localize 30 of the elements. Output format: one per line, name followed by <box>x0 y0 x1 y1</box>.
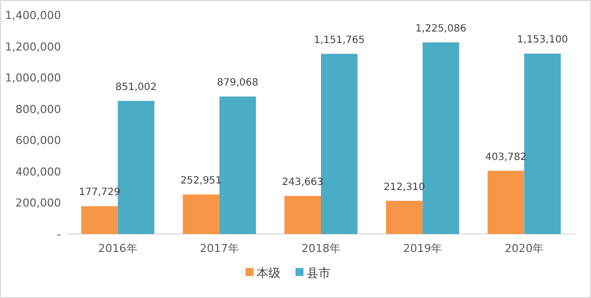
data-label: 1,151,765 <box>314 34 365 46</box>
y-tick-label: - <box>57 228 62 241</box>
bar <box>488 170 524 234</box>
x-tick-label: 2019年 <box>403 242 442 255</box>
bar <box>422 42 460 234</box>
bar <box>284 196 321 234</box>
y-tick-label: 400,000 <box>16 165 61 178</box>
x-tick-label: 2018年 <box>302 242 340 255</box>
y-tick-label: 200,000 <box>16 196 61 210</box>
x-tick-label: 2016年 <box>98 242 138 255</box>
y-tick-label: 1,400,000 <box>5 9 61 22</box>
bar <box>524 54 561 234</box>
bar <box>386 200 423 234</box>
bar <box>81 206 118 234</box>
legend-label: 县市 <box>306 266 330 280</box>
bar <box>321 54 358 234</box>
x-tick-label: 2020年 <box>504 242 544 255</box>
bar <box>118 100 154 234</box>
data-label: 851,002 <box>115 82 157 93</box>
y-tick-label: 1,200,000 <box>5 40 61 54</box>
data-label: 879,068 <box>217 77 258 88</box>
data-label: 1,153,100 <box>517 34 568 46</box>
y-tick-label: 600,000 <box>16 134 61 148</box>
bar <box>219 96 256 234</box>
x-tick-label: 2017年 <box>200 242 239 255</box>
data-label: 1,225,086 <box>415 23 466 34</box>
legend-label: 本级 <box>256 266 280 280</box>
y-tick-label: 1,000,000 <box>5 72 61 85</box>
bar <box>182 194 220 234</box>
y-tick-label: 800,000 <box>16 102 61 116</box>
